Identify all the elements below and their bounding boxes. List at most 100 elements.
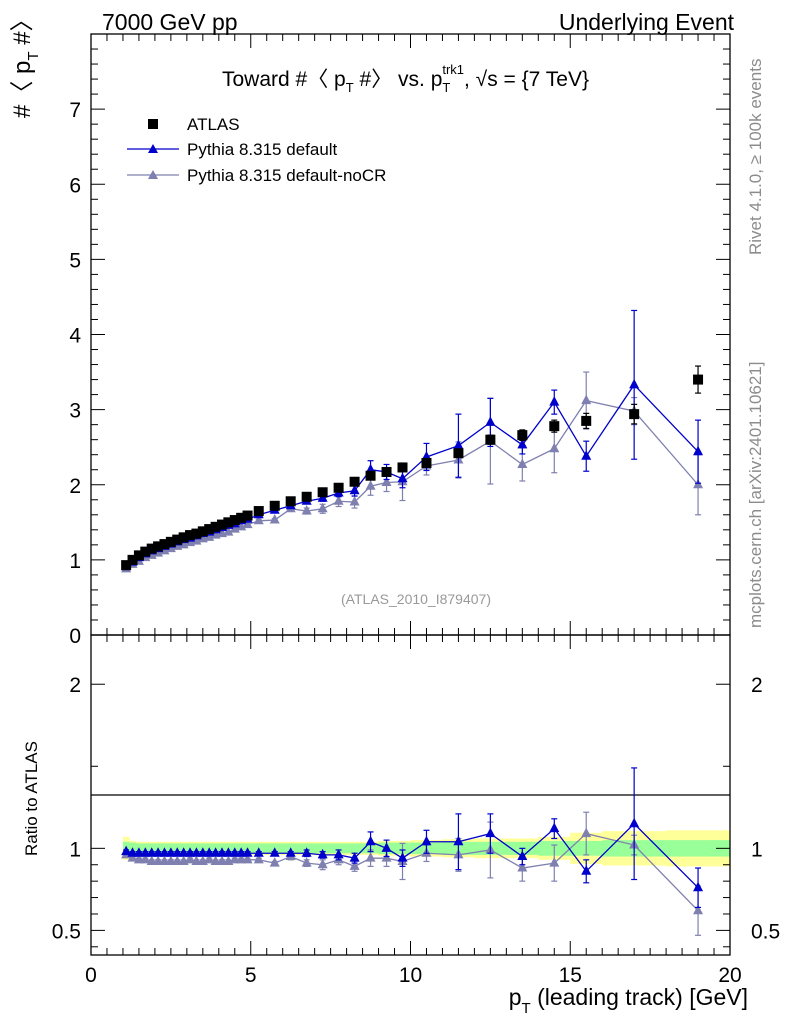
point-nocr — [549, 442, 560, 453]
ratio-point-default — [317, 848, 328, 859]
x-tick-label: 5 — [245, 964, 257, 987]
ratio-point-nocr — [301, 857, 312, 867]
legend-label-atlas: ATLAS — [187, 115, 240, 134]
point-default — [549, 396, 560, 406]
title-sub1: T — [346, 80, 354, 95]
point-default — [517, 438, 528, 449]
y-tick-label: 3 — [69, 400, 81, 423]
ratio-point-default — [191, 847, 202, 857]
point-atlas — [581, 415, 592, 426]
point-atlas — [121, 560, 132, 571]
point-atlas — [229, 515, 240, 526]
x-tick-label: 15 — [559, 964, 582, 987]
ratio-point-default — [236, 847, 247, 857]
point-nocr — [253, 514, 264, 525]
ratio-panel: 0 5 10 15 20 0.5 0.5 1 1 2 2 — [52, 634, 780, 987]
point-atlas — [517, 430, 528, 441]
main-panel: 0 1 2 3 4 5 6 7 — [69, 33, 731, 648]
ratio-data-layer — [121, 767, 704, 936]
point-atlas — [223, 517, 234, 528]
ratio-point-default — [146, 847, 157, 857]
header-left-label: 7000 GeV pp — [102, 9, 238, 35]
ratio-point-nocr — [581, 827, 592, 838]
mcplots-label: mcplots.cern.ch [arXiv:2401.10621] — [746, 362, 765, 628]
y-axis-label-post: #〉 — [9, 7, 36, 51]
ratio-y-tick-label-right: 2 — [751, 674, 763, 697]
ratio-y-axis-label: Ratio to ATLAS — [22, 741, 41, 856]
ratio-point-default — [581, 865, 592, 875]
ratio-point-default — [333, 848, 344, 859]
point-atlas — [127, 554, 138, 565]
title-mid: #〉 vs. p — [354, 68, 443, 91]
series-line-nocr — [125, 399, 699, 570]
ratio-point-default — [229, 847, 240, 857]
ratio-point-default — [269, 847, 280, 857]
ratio-point-nocr — [269, 857, 280, 867]
title-sup2: trk1 — [442, 62, 464, 77]
point-atlas — [210, 521, 221, 532]
ratio-point-nocr — [317, 858, 328, 869]
point-atlas — [140, 546, 151, 557]
ratio-point-default — [285, 847, 296, 857]
ratio-y-tick-label-left: 1 — [69, 838, 81, 861]
x-axis-label-rest: (leading track) [GeV] — [531, 984, 748, 1010]
ratio-point-nocr — [365, 852, 376, 862]
point-atlas — [629, 409, 640, 420]
ratio-y-tick-label-right: 0.5 — [751, 920, 780, 943]
ratio-point-default — [204, 847, 215, 857]
point-atlas — [317, 487, 328, 498]
ratio-point-nocr — [229, 853, 240, 864]
header-right-label: Underlying Event — [559, 9, 735, 35]
point-nocr — [223, 526, 234, 536]
legend: ATLAS Pythia 8.315 default Pythia 8.315 … — [127, 115, 386, 185]
main-data-layer — [121, 309, 704, 573]
ratio-point-default — [517, 850, 528, 861]
rivet-version-label: Rivet 4.1.0, ≥ 100k events — [746, 59, 765, 255]
ratio-point-nocr — [191, 855, 202, 865]
ratio-band-inner — [314, 843, 331, 854]
ratio-y-tick-label-right: 1 — [751, 838, 763, 861]
y-tick-label: 6 — [69, 174, 81, 197]
ratio-point-nocr — [159, 855, 170, 865]
y-tick-label: 7 — [69, 99, 81, 122]
ratio-axes: 0 5 10 15 20 0.5 0.5 1 1 2 2 — [52, 635, 780, 987]
y-axis-label: #〈 pT #〉 — [9, 7, 42, 118]
ratio-point-default — [453, 835, 464, 846]
ratio-point-nocr — [216, 855, 227, 865]
point-nocr — [301, 505, 312, 515]
x-tick-label: 20 — [718, 964, 741, 987]
ratio-point-default — [210, 847, 221, 857]
ratio-point-default — [127, 847, 138, 857]
point-default — [349, 484, 360, 495]
point-atlas — [197, 526, 208, 537]
point-nocr — [333, 495, 344, 505]
ratio-point-default — [397, 852, 408, 862]
point-atlas — [178, 532, 189, 543]
point-default — [453, 439, 464, 450]
ratio-band-inner — [666, 840, 731, 857]
point-nocr — [581, 394, 592, 405]
ratio-point-default — [178, 847, 189, 857]
point-nocr — [381, 476, 392, 486]
point-atlas — [165, 536, 176, 547]
point-nocr — [317, 502, 328, 513]
point-atlas — [549, 421, 560, 432]
ratio-point-default — [253, 847, 264, 857]
point-atlas — [397, 462, 408, 473]
legend-marker-default — [148, 144, 158, 153]
y-tick-label: 2 — [69, 475, 81, 498]
point-nocr — [242, 518, 253, 529]
point-atlas — [269, 500, 280, 511]
ratio-point-nocr — [204, 853, 215, 864]
legend-marker-nocr — [148, 170, 158, 179]
ratio-point-default — [421, 835, 432, 846]
point-default — [485, 416, 496, 426]
point-atlas — [453, 448, 464, 459]
ratio-point-default — [121, 845, 132, 856]
point-atlas — [185, 530, 196, 541]
ratio-point-default — [365, 835, 376, 846]
ratio-point-default — [197, 847, 208, 857]
point-atlas — [172, 534, 183, 545]
ratio-point-nocr — [146, 855, 157, 865]
point-atlas — [191, 528, 202, 539]
